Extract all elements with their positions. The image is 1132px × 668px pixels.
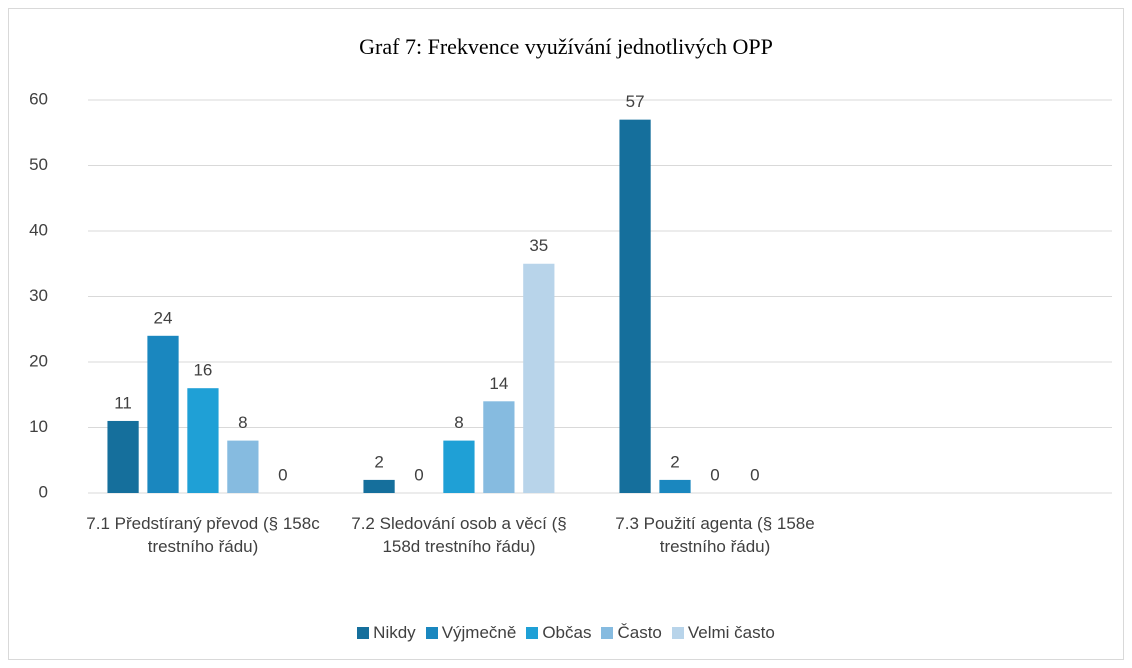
x-tick-label: 7.3 Použití agenta (§ 158e trestního řád… bbox=[615, 514, 815, 556]
chart-border bbox=[8, 8, 1124, 660]
data-label: 24 bbox=[154, 308, 173, 327]
data-label: 0 bbox=[414, 465, 423, 484]
bar bbox=[659, 479, 691, 493]
y-tick-label: 40 bbox=[29, 220, 48, 239]
legend-swatch bbox=[671, 627, 684, 639]
x-tick-label: 7.2 Sledování osob a věcí (§ 158d trestn… bbox=[351, 514, 567, 556]
legend-item: Často bbox=[601, 623, 662, 643]
bar bbox=[107, 420, 139, 493]
y-tick-label: 60 bbox=[29, 89, 48, 108]
data-label: 2 bbox=[374, 452, 383, 471]
bar bbox=[523, 263, 555, 493]
legend-swatch bbox=[601, 627, 614, 639]
data-label: 8 bbox=[238, 413, 247, 432]
data-label: 0 bbox=[278, 465, 287, 484]
legend-label: Často bbox=[617, 623, 662, 642]
bar bbox=[443, 440, 475, 493]
bar bbox=[227, 440, 259, 493]
bar bbox=[483, 401, 515, 493]
bar bbox=[619, 119, 651, 494]
y-tick-label: 0 bbox=[39, 482, 48, 501]
y-tick-label: 20 bbox=[29, 351, 48, 370]
legend-swatch bbox=[357, 627, 370, 639]
legend-label: Nikdy bbox=[373, 623, 416, 642]
legend-item: Velmi často bbox=[671, 623, 775, 643]
data-label: 14 bbox=[489, 374, 508, 393]
bar bbox=[147, 335, 179, 493]
bar bbox=[187, 388, 219, 493]
x-tick-label: 7.1 Předstíraný převod (§ 158c trestního… bbox=[86, 514, 320, 556]
legend-swatch bbox=[526, 627, 539, 639]
y-tick-label: 30 bbox=[29, 286, 48, 305]
data-label: 16 bbox=[193, 361, 212, 380]
data-label: 2 bbox=[670, 452, 679, 471]
legend: Nikdy Výjmečně Občas Často Velmi často bbox=[0, 623, 1132, 643]
legend-item: Výjmečně bbox=[425, 623, 517, 643]
data-label: 0 bbox=[710, 465, 719, 484]
legend-swatch bbox=[425, 627, 438, 639]
legend-item: Nikdy bbox=[357, 623, 416, 643]
bar bbox=[363, 479, 395, 493]
legend-item: Občas bbox=[526, 623, 591, 643]
y-tick-label: 50 bbox=[29, 155, 48, 174]
data-label: 0 bbox=[750, 465, 759, 484]
legend-label: Velmi často bbox=[687, 623, 775, 642]
legend-label: Výjmečně bbox=[441, 623, 517, 642]
data-label: 35 bbox=[529, 236, 548, 255]
data-label: 8 bbox=[454, 413, 463, 432]
data-label: 11 bbox=[114, 393, 132, 412]
legend-label: Občas bbox=[542, 623, 592, 642]
y-tick-label: 10 bbox=[29, 417, 48, 436]
data-label: 57 bbox=[626, 92, 645, 111]
chart-title: Graf 7: Frekvence využívání jednotlivých… bbox=[359, 34, 773, 59]
